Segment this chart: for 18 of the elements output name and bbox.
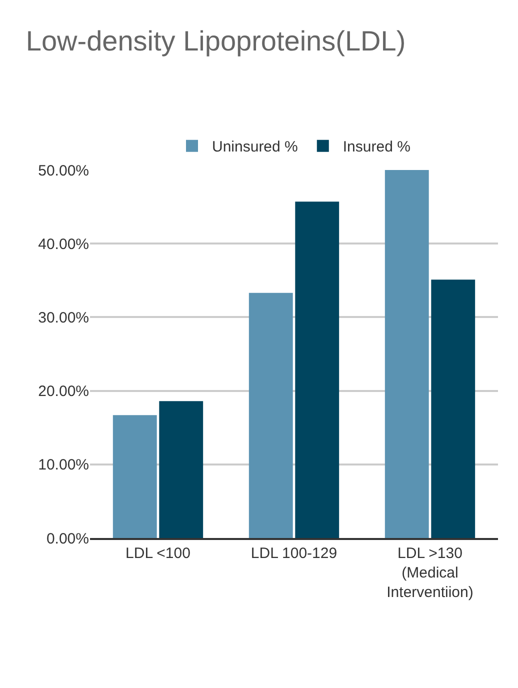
- x-tick-label: LDL 100-129: [250, 545, 338, 562]
- chart-title: Low-density Lipoproteins(LDL): [26, 26, 406, 57]
- bar: [431, 280, 476, 538]
- x-tick-label: LDL <100: [126, 545, 190, 562]
- bar: [112, 415, 157, 538]
- bar: [159, 401, 204, 538]
- y-tick-label: 50.00%: [38, 162, 89, 180]
- y-tick-label: 20.00%: [38, 383, 89, 400]
- y-tick-label: 40.00%: [38, 236, 89, 253]
- y-tick-label: 30.00%: [38, 309, 89, 326]
- y-tick-label: 0.00%: [46, 530, 89, 548]
- legend-label: Insured %: [342, 138, 410, 156]
- bar: [248, 292, 293, 538]
- legend-label: Uninsured %: [212, 138, 298, 156]
- x-tick-label: LDL >130 (Medical Interventiion): [386, 545, 474, 601]
- bar: [295, 202, 340, 538]
- y-tick-label: 10.00%: [38, 456, 89, 474]
- bar: [384, 170, 429, 538]
